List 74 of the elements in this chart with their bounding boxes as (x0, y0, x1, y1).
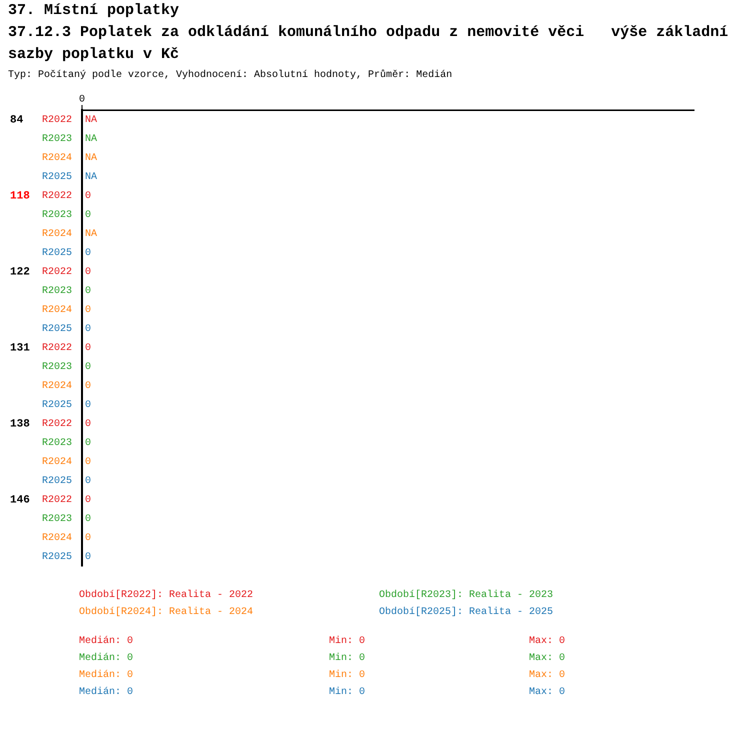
data-label: 0 (85, 191, 92, 202)
text: Období[R2024]: Realita - 2024 (79, 607, 254, 618)
text: Typ: Počítaný podle vzorce, Vyhodnocení: Absolutní hodnoty, Průměr: Medián (8, 68, 454, 83)
category-label: R2023 (42, 514, 72, 526)
category-label: R2022 (42, 267, 72, 278)
text: Min: 0 (329, 636, 366, 647)
legend-label: 138 (10, 418, 30, 430)
category-label: R2025 (42, 324, 72, 336)
category-label: R2025 (42, 552, 72, 564)
text: Min: 0 (329, 670, 366, 681)
text: Medián: 0 (79, 653, 134, 664)
text: Max: 0 (529, 653, 566, 664)
data-label: 0 (85, 305, 92, 316)
data-label: 0 (85, 210, 92, 222)
legend-label: 131 (10, 342, 30, 354)
category-label: R2025 (42, 248, 72, 260)
category-label: R2023 (42, 438, 72, 450)
data-label: 0 (85, 362, 92, 374)
text: 0 (78, 94, 86, 106)
text: Max: 0 (529, 636, 566, 647)
category-label: R2022 (42, 495, 72, 506)
category-label: R2023 (42, 362, 72, 374)
category-label: R2024 (42, 153, 72, 164)
data-label: 0 (85, 381, 92, 392)
text: Min: 0 (329, 653, 366, 664)
category-label: R2023 (42, 286, 72, 298)
category-label: R2024 (42, 229, 72, 240)
data-label: 0 (85, 495, 92, 506)
data-label: 0 (85, 286, 92, 298)
category-label: R2023 (42, 134, 72, 146)
category-label: R2024 (42, 381, 72, 392)
data-label: 0 (85, 400, 92, 412)
data-label: 0 (85, 476, 92, 488)
text: Max: 0 (529, 687, 566, 698)
data-label: NA (85, 134, 98, 146)
category-label: R2022 (42, 191, 72, 202)
category-label: R2022 (42, 419, 72, 430)
data-label: 0 (85, 438, 92, 450)
data-label: 0 (85, 514, 92, 526)
text: Max: 0 (529, 670, 566, 681)
text: Období[R2025]: Realita - 2025 (379, 607, 554, 618)
text: 37. Místní poplatky (8, 1, 180, 21)
text: 37.12.3 Poplatek za odkládání komunálního odpadu z nemovité věci výše základní sazby poplatku v Kč (8, 23, 730, 65)
data-label: 0 (85, 267, 92, 278)
text: Medián: 0 (79, 687, 134, 698)
text: Medián: 0 (79, 636, 134, 647)
category-label: R2025 (42, 400, 72, 412)
data-label: 0 (85, 419, 92, 430)
legend-label: 84 (10, 114, 24, 126)
data-label: NA (85, 153, 98, 164)
category-label: R2022 (42, 343, 72, 354)
legend-label: 118 (10, 190, 30, 202)
data-label: 0 (85, 533, 92, 544)
text: Období[R2023]: Realita - 2023 (379, 590, 554, 601)
data-label: 0 (85, 248, 92, 260)
category-label: R2022 (42, 115, 72, 126)
category-label: R2024 (42, 457, 72, 468)
category-label: R2024 (42, 533, 72, 544)
category-label: R2024 (42, 305, 72, 316)
data-label: NA (85, 115, 98, 126)
text: Období[R2022]: Realita - 2022 (79, 590, 254, 601)
category-label: R2023 (42, 210, 72, 222)
text: Medián: 0 (79, 670, 134, 681)
legend-label: 122 (10, 266, 30, 278)
data-label: 0 (85, 343, 92, 354)
data-label: NA (85, 229, 98, 240)
text: Min: 0 (329, 687, 366, 698)
category-label: R2025 (42, 172, 72, 184)
data-label: 0 (85, 324, 92, 336)
legend-label: 146 (10, 494, 30, 506)
data-label: 0 (85, 457, 92, 468)
data-label: 0 (85, 552, 92, 564)
category-label: R2025 (42, 476, 72, 488)
data-label: NA (85, 172, 98, 184)
